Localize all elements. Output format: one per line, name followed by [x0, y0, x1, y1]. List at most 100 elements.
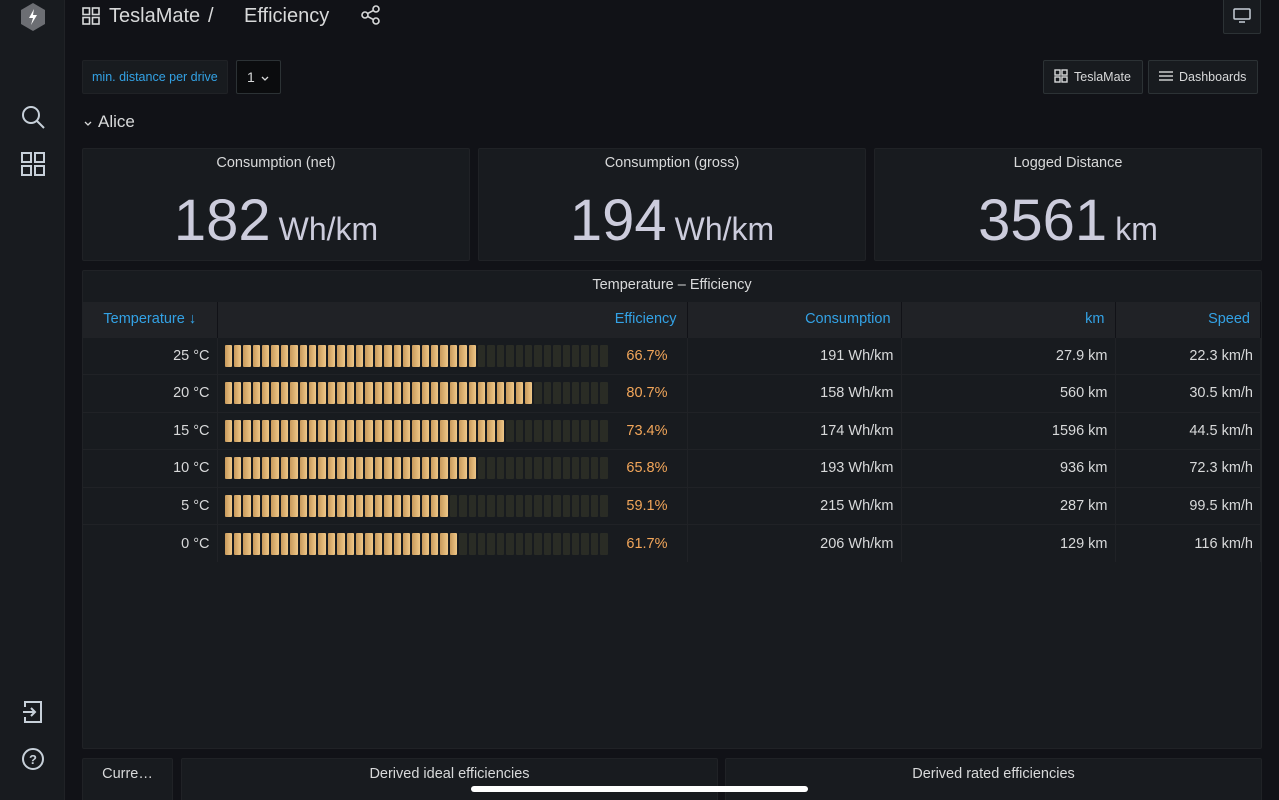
panel-title: Derived ideal efficiencies	[369, 766, 530, 782]
gauge-segment	[515, 457, 523, 480]
search-icon[interactable]	[16, 100, 50, 134]
gauge-segment	[496, 494, 505, 517]
gauge-segment	[412, 344, 420, 367]
gauge-segment	[309, 494, 317, 517]
cell-efficiency: 80.7%	[217, 374, 688, 412]
tv-mode-button[interactable]	[1223, 0, 1261, 34]
gauge-segment	[318, 532, 326, 555]
gauge-segment	[496, 344, 505, 367]
gauge-segment	[459, 344, 467, 367]
gauge-segment	[262, 494, 270, 517]
gauge-segment	[525, 532, 533, 555]
gauge-segment	[590, 532, 599, 555]
gauge-segment	[440, 494, 448, 517]
gauge-segment	[600, 457, 608, 480]
help-icon[interactable]: ?	[16, 742, 50, 776]
header-consumption[interactable]: Consumption	[687, 302, 902, 337]
stat-title: Logged Distance	[1013, 155, 1123, 171]
gauge-segment	[384, 457, 392, 480]
gauge-segment	[496, 532, 505, 555]
gauge-segment	[478, 532, 486, 555]
gauge-segment	[374, 494, 383, 517]
gauge-segment	[309, 457, 317, 480]
gauge-segment	[337, 457, 345, 480]
gauge-segment	[449, 494, 458, 517]
teslamate-link-button[interactable]: TeslaMate	[1043, 60, 1143, 94]
derived-rated-efficiencies-panel[interactable]: Derived rated efficiencies	[725, 758, 1262, 800]
gauge-segment	[346, 382, 354, 405]
gauge-segment	[478, 382, 486, 405]
gauge-segment	[571, 457, 580, 480]
temperature-efficiency-panel[interactable]: Temperature – Efficiency Temperature ↓ E…	[82, 270, 1262, 749]
gauge-segment	[374, 457, 383, 480]
gauge-segment	[543, 382, 552, 405]
cell-consumption: 193 Wh/km	[687, 449, 902, 487]
gauge-segment	[571, 419, 580, 442]
gauge-segment	[243, 344, 251, 367]
gauge-segment	[280, 344, 289, 367]
dashboards-link-button[interactable]: Dashboards	[1148, 60, 1258, 94]
gauge-segment	[515, 344, 523, 367]
gauge-segment	[515, 419, 523, 442]
gauge-segment	[402, 344, 411, 367]
table-header-row: Temperature ↓ Efficiency Consumption km …	[83, 302, 1262, 337]
gauge-segment	[600, 382, 608, 405]
gauge-segment	[487, 419, 495, 442]
gauge-segment	[355, 382, 364, 405]
grafana-logo-icon[interactable]	[16, 0, 50, 34]
gauge-segment	[412, 532, 420, 555]
gauge-segment	[449, 419, 458, 442]
derived-ideal-efficiencies-panel[interactable]: Derived ideal efficiencies	[181, 758, 718, 800]
gauge-segment	[431, 457, 439, 480]
stat-panel-consumption-net[interactable]: Consumption (net) 182 Wh/km	[82, 148, 470, 261]
header-efficiency[interactable]: Efficiency	[217, 302, 688, 337]
home-indicator[interactable]	[471, 786, 808, 792]
share-icon[interactable]	[361, 5, 381, 30]
stat-value: 3561 km	[875, 187, 1261, 254]
gauge-segment	[553, 457, 561, 480]
gauge-segment	[271, 457, 279, 480]
table-row: 0 °C 61.7% 206 Wh/km 129 km 116 km/h	[83, 524, 1262, 562]
row-header-alice[interactable]: Alice	[84, 112, 135, 132]
stat-panel-logged-distance[interactable]: Logged Distance 3561 km	[874, 148, 1262, 261]
cell-speed: 99.5 km/h	[1115, 486, 1262, 525]
gauge-segment	[355, 532, 364, 555]
cell-temperature: 20 °C	[83, 374, 218, 412]
efficiency-value: 61.7%	[626, 535, 668, 552]
gauge-segment	[365, 382, 373, 405]
gauge-segment	[421, 344, 430, 367]
gauge-segment	[299, 457, 308, 480]
efficiency-gauge	[224, 382, 608, 405]
gauge-segment	[440, 419, 448, 442]
gauge-segment	[346, 532, 354, 555]
gauge-segment	[280, 382, 289, 405]
gauge-segment	[355, 494, 364, 517]
gauge-segment	[534, 344, 542, 367]
gauge-segment	[262, 532, 270, 555]
current-panel[interactable]: Curre…	[82, 758, 173, 800]
gauge-segment	[534, 457, 542, 480]
stat-panel-consumption-gross[interactable]: Consumption (gross) 194 Wh/km	[478, 148, 866, 261]
gauge-segment	[478, 419, 486, 442]
svg-text:?: ?	[29, 752, 37, 767]
efficiency-value: 73.4%	[626, 422, 668, 439]
header-speed[interactable]: Speed	[1115, 302, 1262, 337]
gauge-segment	[562, 419, 570, 442]
min-distance-select[interactable]: 1	[236, 60, 281, 94]
dashboards-icon[interactable]	[16, 147, 50, 181]
gauge-segment	[440, 344, 448, 367]
header-km[interactable]: km	[901, 302, 1116, 337]
efficiency-gauge	[224, 494, 608, 517]
dashboard-title[interactable]: Efficiency	[244, 5, 330, 27]
gauge-segment	[459, 457, 467, 480]
gauge-segment	[459, 494, 467, 517]
gauge-segment	[290, 419, 298, 442]
gauge-segment	[496, 457, 505, 480]
gauge-segment	[431, 419, 439, 442]
breadcrumb-separator: /	[208, 5, 214, 27]
breadcrumb-folder[interactable]: TeslaMate	[109, 5, 201, 27]
gauge-segment	[553, 494, 561, 517]
header-temperature[interactable]: Temperature ↓	[83, 302, 218, 337]
sign-out-icon[interactable]	[16, 695, 50, 729]
gauge-segment	[440, 532, 448, 555]
